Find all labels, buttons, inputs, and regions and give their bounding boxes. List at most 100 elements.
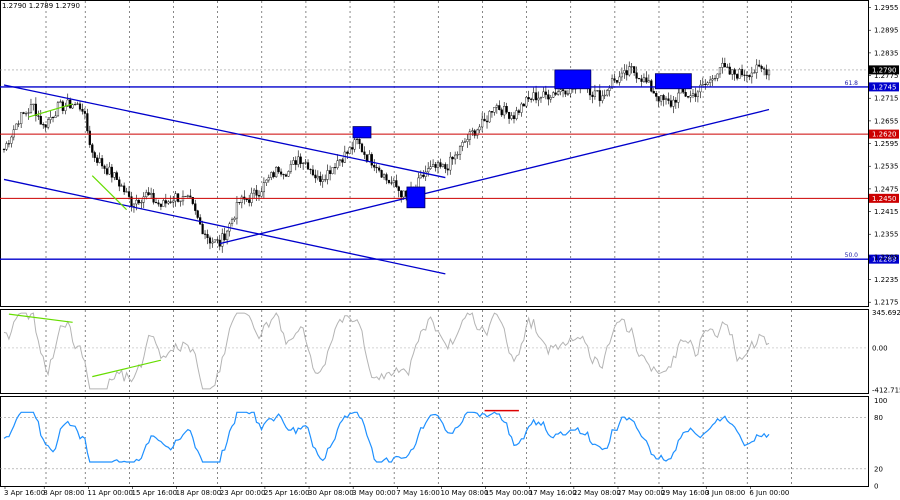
candle-body [549,97,552,100]
candle-body [615,80,619,83]
candle-body [110,166,113,178]
price-header: 1.2790 1.2789 1.2790 [2,2,80,10]
candle-body [78,103,82,110]
cci-tick-0: 345.6926 [872,309,900,317]
marker-8may [406,186,426,209]
candle-body [118,179,121,187]
price-tick-2: 1.2835 [874,49,899,57]
candle-body [287,171,290,177]
candle-body [267,177,270,181]
candle-body [427,168,430,173]
candle-body [657,96,660,102]
candle-body [150,192,153,195]
candle-body [203,233,207,235]
candle-body [738,69,741,79]
candle-body [270,172,273,178]
level-tag-3 [869,254,899,264]
ascending-trendline [219,108,770,245]
candle-body [701,83,704,86]
candle-body [206,234,209,238]
candle-body [230,219,234,225]
candle-body [191,197,194,204]
candle-body [353,139,356,150]
candle-body [444,164,447,169]
candle-body [358,139,361,145]
time-tick-17: 6 Jun 00:00 [749,489,789,497]
candle-body [635,72,638,79]
vertical-gridlines [0,0,869,487]
candle-body [27,112,30,114]
price-tick-13: 1.2175 [874,299,899,307]
candle-body [74,104,77,106]
candle-body [537,97,540,101]
candle-body [566,93,570,95]
candle-body [613,78,616,81]
candle-body [417,177,420,188]
candle-body [664,98,668,100]
candle-body [686,96,690,98]
time-tick-15: 29 May 16:00 [661,489,709,497]
candle-body [17,123,20,125]
candle-body [208,237,212,244]
candle-body [652,91,655,94]
candle-body [481,118,484,128]
candle-body [429,166,432,169]
candle-body [47,119,50,128]
candle-body [500,109,503,116]
candle-body [56,102,60,117]
candle-body [525,97,528,107]
candle-body [760,66,763,69]
candle-body [147,192,150,195]
candle-body [598,90,601,101]
candle-body [100,158,104,167]
candle-body [157,202,160,205]
time-tick-4: 18 Apr 08:00 [176,489,222,497]
cci-pane-border [0,309,869,394]
candle-body [235,202,239,219]
fib-label-0: 61.8 [845,80,859,87]
candle-body [319,175,322,182]
candle-body [510,115,513,119]
candle-body [326,170,329,180]
candle-body [640,78,643,82]
candle-body [306,162,310,170]
candle-body [137,199,140,204]
candle-body [272,172,275,178]
candle-body [449,156,452,171]
candle-body [66,99,69,107]
candle-body [311,169,315,176]
level-tag-text-3: 1.2289 [872,256,897,264]
candle-body [745,74,749,76]
candle-body [96,157,99,163]
time-tick-8: 3 May 00:00 [352,489,396,497]
rsi-tick-1: 80 [874,414,883,422]
candle-body [561,89,565,91]
candle-body [297,156,300,165]
candle-body [184,195,187,197]
candle-body [15,123,18,130]
candle-body [593,90,597,97]
time-tick-9: 7 May 16:00 [396,489,440,497]
lower-descending-channel [3,178,446,275]
candle-body [392,180,395,183]
level-tag-0 [869,82,899,92]
candle-body [2,149,6,151]
candle-body [164,200,167,204]
candle-body [694,93,697,98]
candle-body [201,223,204,235]
candle-body [395,180,398,187]
candle-body [22,112,25,114]
candle-body [473,130,476,136]
level-tag-2 [869,193,899,203]
candle-body [127,191,131,197]
candle-body [333,167,337,169]
candle-body [451,156,454,160]
candle-body [696,91,699,98]
candle-body [321,179,324,182]
candle-body [115,172,118,180]
level-tag-text-1: 1.2620 [872,131,897,139]
price-tick-6: 1.2595 [874,140,899,148]
candle-body [240,196,243,203]
candle-body [299,156,302,164]
